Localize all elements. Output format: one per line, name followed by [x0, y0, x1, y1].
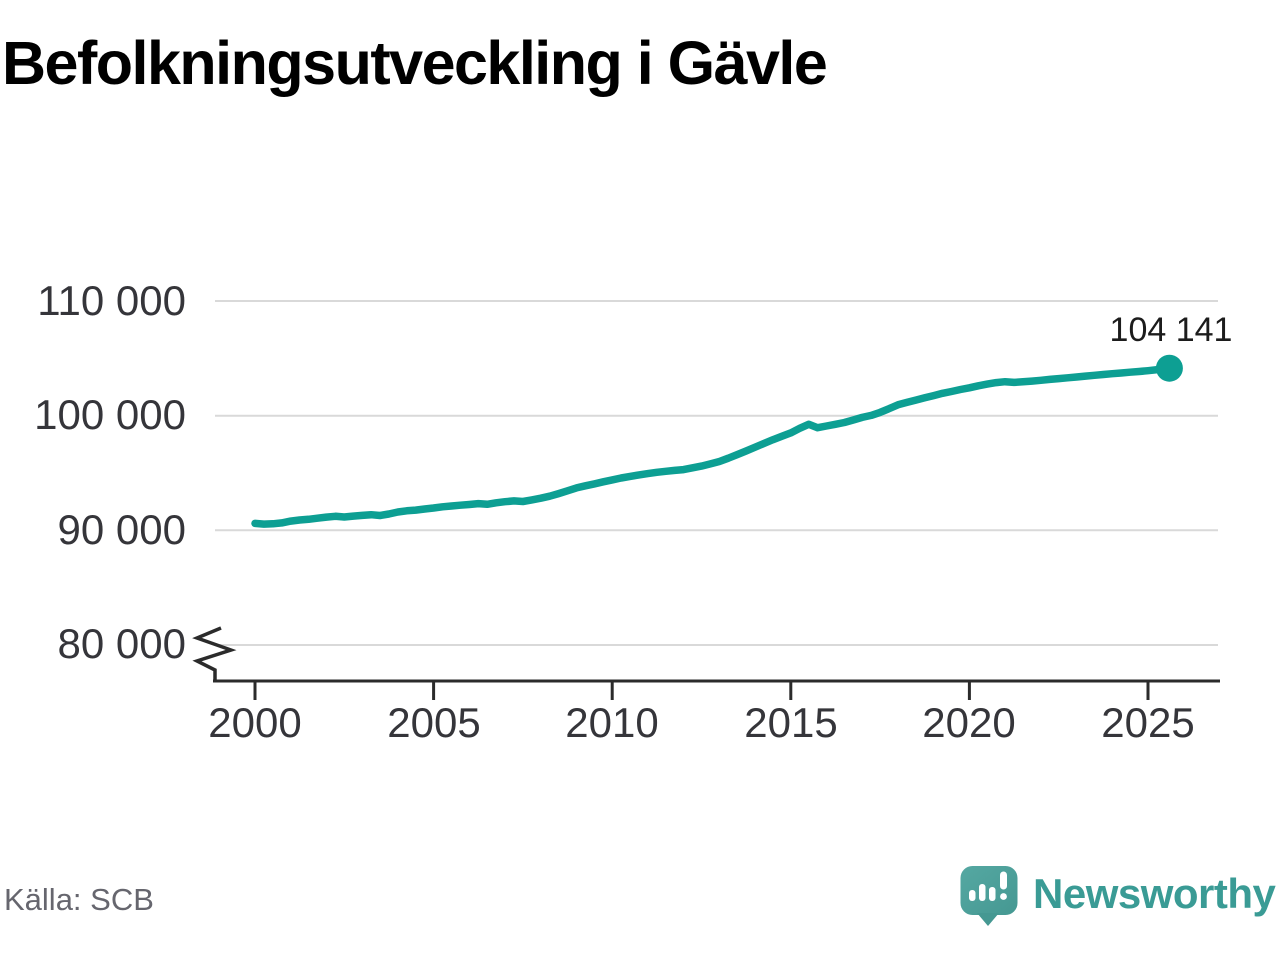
newsworthy-logo: Newsworthy — [958, 856, 1276, 932]
x-axis-tick-label: 2010 — [565, 699, 659, 746]
y-axis-tick-label: 90 000 — [57, 506, 186, 553]
last-value-label: 104 141 — [1109, 311, 1233, 349]
x-axis-tick-label: 2020 — [922, 699, 1016, 746]
newsworthy-logo-text: Newsworthy — [1033, 870, 1276, 917]
y-axis-tick-label: 80 000 — [57, 620, 186, 667]
source-credit: Källa: SCB — [4, 882, 154, 917]
newsworthy-logo-icon — [960, 866, 1018, 926]
chart-title: Befolkningsutveckling i Gävle — [2, 29, 828, 97]
y-axis-tick-label: 110 000 — [37, 277, 186, 324]
y-axis-tick-label: 100 000 — [34, 391, 186, 438]
x-axis-tick-label: 2015 — [744, 699, 838, 746]
x-axis-tick-label: 2025 — [1101, 699, 1195, 746]
x-axis-tick-label: 2005 — [387, 699, 481, 746]
x-axis-tick-label: 2000 — [208, 699, 302, 746]
